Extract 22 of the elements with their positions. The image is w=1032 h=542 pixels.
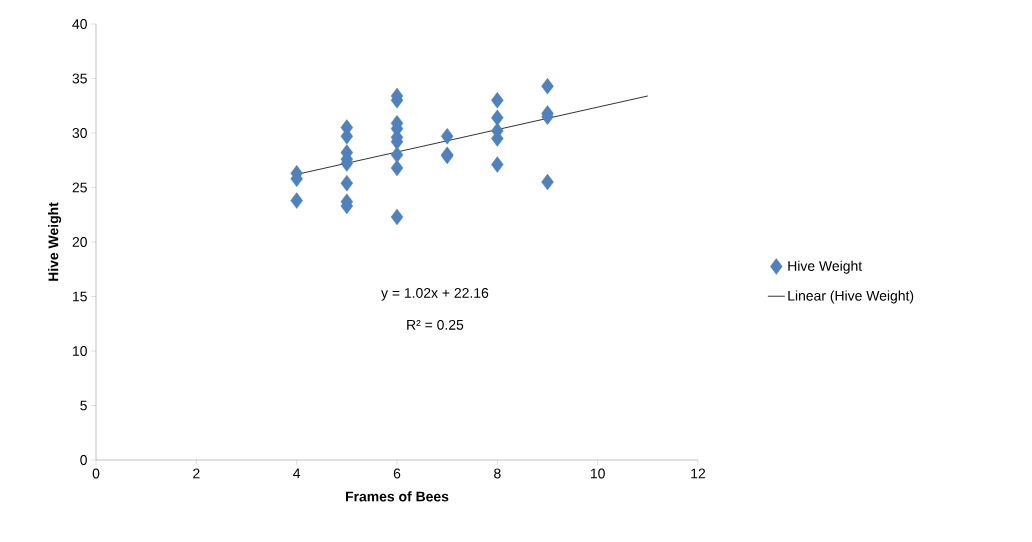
- y-tick-label: 0: [80, 455, 87, 465]
- y-tick-label: 30: [72, 128, 87, 138]
- y-tick-label: 35: [72, 73, 87, 84]
- x-tick-label: 12: [691, 468, 706, 479]
- x-tick-label: 4: [293, 468, 301, 479]
- x-tick-label: 2: [193, 468, 200, 479]
- x-tick-label: 6: [393, 468, 401, 479]
- x-tick-label: 10: [590, 468, 605, 479]
- y-tick-label: 40: [72, 19, 87, 29]
- y-tick-label: 5: [80, 400, 87, 411]
- y-tick-label: 25: [72, 182, 87, 193]
- x-axis-title: Frames of Bees: [346, 491, 449, 502]
- y-tick-label: 20: [72, 237, 87, 247]
- x-tick-label: 8: [494, 468, 501, 479]
- legend-label: Linear (Hive Weight): [788, 290, 914, 304]
- x-tick-label: 0: [92, 468, 100, 479]
- annotation: R² = 0.25: [407, 319, 464, 330]
- y-tick-label: 15: [73, 291, 87, 302]
- y-tick-label: 10: [73, 346, 87, 356]
- legend-label: Hive Weight: [788, 260, 863, 274]
- y-axis-title: Hive Weight: [48, 202, 62, 281]
- annotation: y = 1.02x + 22.16: [381, 287, 489, 301]
